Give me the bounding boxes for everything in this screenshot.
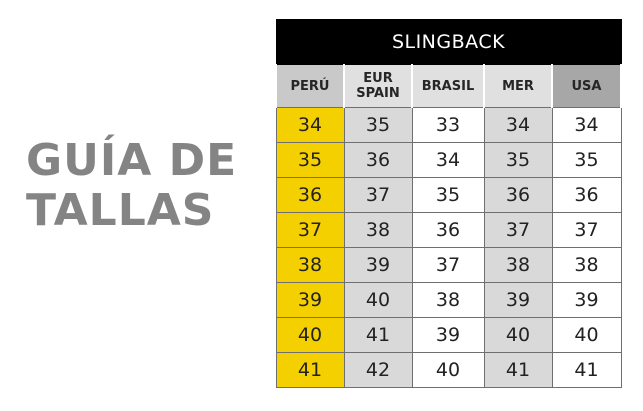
cell-mer: 40 xyxy=(484,318,552,353)
cell-brasil: 35 xyxy=(412,178,484,213)
size-table: SLINGBACK PERÚ EURSPAIN BRASIL MER USA 3… xyxy=(275,19,622,388)
cell-usa: 36 xyxy=(552,178,621,213)
cell-usa: 39 xyxy=(552,283,621,318)
cell-peru: 37 xyxy=(276,213,344,248)
table-body: 34 35 33 34 34 35 36 34 35 35 36 37 35 3… xyxy=(276,108,621,388)
cell-brasil: 34 xyxy=(412,143,484,178)
cell-brasil: 39 xyxy=(412,318,484,353)
cell-usa: 37 xyxy=(552,213,621,248)
cell-mer: 39 xyxy=(484,283,552,318)
table-row: 36 37 35 36 36 xyxy=(276,178,621,213)
cell-eur-spain: 40 xyxy=(344,283,412,318)
cell-eur-spain: 39 xyxy=(344,248,412,283)
cell-eur-spain: 36 xyxy=(344,143,412,178)
cell-usa: 34 xyxy=(552,108,621,143)
table-header-row: PERÚ EURSPAIN BRASIL MER USA xyxy=(276,65,621,108)
cell-peru: 39 xyxy=(276,283,344,318)
cell-usa: 41 xyxy=(552,353,621,388)
cell-mer: 41 xyxy=(484,353,552,388)
heading-line-2: TALLAS xyxy=(26,186,266,236)
cell-eur-spain: 37 xyxy=(344,178,412,213)
column-header-brasil: BRASIL xyxy=(412,65,484,108)
size-guide-heading: GUÍA DE TALLAS xyxy=(26,136,266,236)
column-header-mer: MER xyxy=(484,65,552,108)
cell-peru: 38 xyxy=(276,248,344,283)
cell-usa: 35 xyxy=(552,143,621,178)
cell-usa: 38 xyxy=(552,248,621,283)
column-header-eur-spain: EURSPAIN xyxy=(344,65,412,108)
cell-peru: 36 xyxy=(276,178,344,213)
cell-brasil: 38 xyxy=(412,283,484,318)
cell-eur-spain: 42 xyxy=(344,353,412,388)
cell-eur-spain: 35 xyxy=(344,108,412,143)
cell-mer: 37 xyxy=(484,213,552,248)
cell-eur-spain: 38 xyxy=(344,213,412,248)
table-row: 38 39 37 38 38 xyxy=(276,248,621,283)
cell-brasil: 33 xyxy=(412,108,484,143)
cell-mer: 38 xyxy=(484,248,552,283)
table-row: 39 40 38 39 39 xyxy=(276,283,621,318)
cell-eur-spain: 41 xyxy=(344,318,412,353)
table-row: 35 36 34 35 35 xyxy=(276,143,621,178)
cell-brasil: 37 xyxy=(412,248,484,283)
cell-peru: 41 xyxy=(276,353,344,388)
cell-peru: 34 xyxy=(276,108,344,143)
cell-mer: 34 xyxy=(484,108,552,143)
cell-brasil: 40 xyxy=(412,353,484,388)
cell-mer: 35 xyxy=(484,143,552,178)
table-row: 40 41 39 40 40 xyxy=(276,318,621,353)
cell-usa: 40 xyxy=(552,318,621,353)
cell-mer: 36 xyxy=(484,178,552,213)
table-row: 34 35 33 34 34 xyxy=(276,108,621,143)
column-header-usa: USA xyxy=(552,65,621,108)
cell-peru: 35 xyxy=(276,143,344,178)
cell-peru: 40 xyxy=(276,318,344,353)
column-header-peru: PERÚ xyxy=(276,65,344,108)
table-row: 37 38 36 37 37 xyxy=(276,213,621,248)
table-row: 41 42 40 41 41 xyxy=(276,353,621,388)
table-title: SLINGBACK xyxy=(276,20,621,65)
heading-line-1: GUÍA DE xyxy=(26,136,266,186)
cell-brasil: 36 xyxy=(412,213,484,248)
